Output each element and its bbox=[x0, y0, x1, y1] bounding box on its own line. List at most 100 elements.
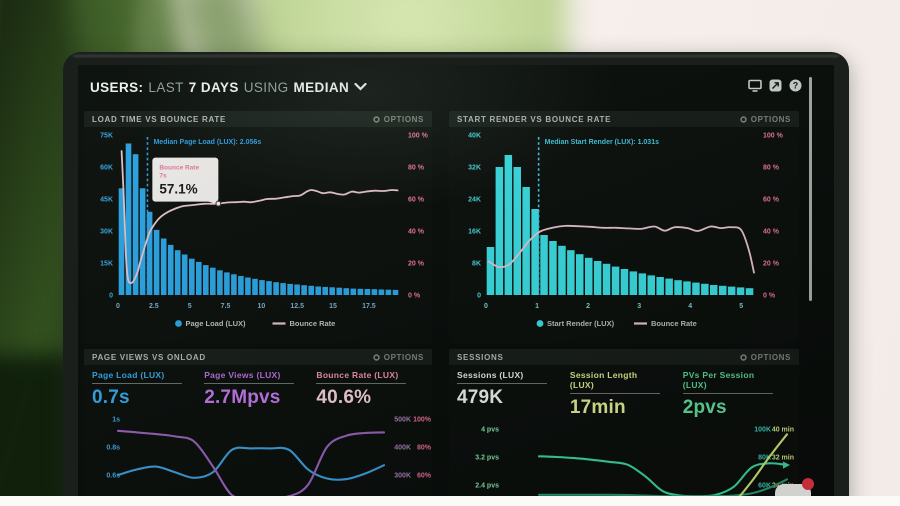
svg-text:20 %: 20 % bbox=[408, 261, 425, 268]
dashboard-header: USERS: LAST 7 DAYS USING MEDIAN bbox=[78, 73, 834, 101]
svg-text:20 %: 20 % bbox=[763, 261, 780, 268]
bars bbox=[486, 155, 754, 295]
svg-text:60%: 60% bbox=[417, 473, 432, 480]
panel-header: PAGE VIEWS VS ONLOAD OPTIONS bbox=[84, 349, 432, 365]
svg-text:100 %: 100 % bbox=[763, 133, 784, 140]
panel-start-render-vs-bounce-rate: START RENDER VS BOUNCE RATE OPTIONS 40K 3… bbox=[449, 111, 799, 343]
series-line bbox=[116, 446, 386, 481]
svg-text:1s: 1s bbox=[112, 417, 120, 424]
svg-text:2: 2 bbox=[586, 303, 590, 310]
metric-label: Sessions (LUX) bbox=[457, 370, 547, 384]
svg-text:3.2 pvs: 3.2 pvs bbox=[475, 455, 499, 462]
panel-title: LOAD TIME VS BOUNCE RATE bbox=[92, 114, 226, 124]
svg-text:10: 10 bbox=[257, 303, 265, 310]
axis-rows: 4 pvs 100K 40 min 3.2 pvs 80K 32 min 2.4 pvs 60… bbox=[475, 427, 794, 490]
title-segment: 7 DAYS bbox=[188, 79, 239, 95]
date-range-dropdown[interactable]: USERS: LAST 7 DAYS USING MEDIAN bbox=[90, 80, 367, 95]
svg-text:40 min: 40 min bbox=[772, 427, 794, 434]
svg-text:5: 5 bbox=[188, 303, 192, 310]
svg-text:30K: 30K bbox=[100, 229, 113, 236]
svg-text:300K: 300K bbox=[394, 473, 411, 480]
svg-text:?: ? bbox=[793, 80, 799, 90]
x-axis: 0 2.5 5 7.5 10 12.5 15 17.5 bbox=[116, 303, 376, 310]
svg-text:500K: 500K bbox=[394, 417, 411, 424]
svg-text:8K: 8K bbox=[472, 261, 481, 268]
panel-header: SESSIONS OPTIONS bbox=[449, 349, 799, 365]
header-icons: ? bbox=[748, 79, 802, 92]
start-render-chart[interactable]: 40K 32K 24K 16K 8K 0 100 % 80 % 60 % 40 % 20 % 0 % 0… bbox=[449, 127, 799, 343]
svg-text:2.5: 2.5 bbox=[149, 303, 159, 310]
metric-value: 40.6% bbox=[316, 387, 372, 408]
series-line bbox=[116, 429, 386, 499]
series-line bbox=[537, 478, 789, 498]
options-button[interactable]: OPTIONS bbox=[740, 115, 791, 124]
series-line bbox=[537, 455, 789, 498]
svg-text:0.8s: 0.8s bbox=[106, 445, 120, 452]
share-icon[interactable] bbox=[769, 79, 782, 92]
svg-text:24K: 24K bbox=[468, 197, 481, 204]
gear-icon bbox=[373, 353, 380, 361]
svg-text:7s: 7s bbox=[159, 173, 167, 180]
sessions-chart[interactable]: 4 pvs 100K 40 min 3.2 pvs 80K 32 min 2.4 pvs 60… bbox=[449, 419, 799, 506]
svg-text:2.4 pvs: 2.4 pvs bbox=[475, 483, 499, 490]
svg-text:0: 0 bbox=[109, 293, 113, 300]
metric-label: Session Length (LUX) bbox=[569, 370, 660, 394]
title-segment: USERS: bbox=[90, 79, 144, 95]
options-label: OPTIONS bbox=[383, 352, 424, 362]
metric-value: 479K bbox=[457, 387, 504, 408]
panel-page-views-vs-onload: PAGE VIEWS VS ONLOAD OPTIONS Page Load (… bbox=[84, 349, 432, 506]
metric-label: Bounce Rate (LUX) bbox=[316, 370, 407, 384]
metric-pvs-per-session: PVs Per Session (LUX) 2pvs bbox=[682, 370, 796, 419]
svg-text:400K: 400K bbox=[394, 445, 411, 452]
svg-text:Bounce Rate: Bounce Rate bbox=[159, 165, 199, 172]
svg-text:4: 4 bbox=[688, 303, 692, 310]
notification-badge bbox=[802, 478, 814, 490]
metric-page-views: Page Views (LUX) 2.7Mpvs bbox=[204, 370, 316, 409]
scrollbar[interactable] bbox=[809, 77, 812, 301]
svg-text:80K: 80K bbox=[758, 455, 771, 462]
svg-text:80 %: 80 % bbox=[408, 165, 425, 172]
panel-title: START RENDER VS BOUNCE RATE bbox=[457, 114, 612, 124]
metric-label: Page Load (LUX) bbox=[92, 370, 182, 384]
y-axis-left: 75K 60K 45K 30K 15K 0 bbox=[100, 133, 113, 300]
svg-text:32 min: 32 min bbox=[772, 455, 794, 462]
display-icon[interactable] bbox=[748, 79, 762, 92]
title-segment: USING bbox=[243, 79, 289, 95]
gear-icon bbox=[740, 115, 747, 123]
options-label: OPTIONS bbox=[383, 114, 424, 124]
svg-text:60K: 60K bbox=[758, 483, 771, 490]
laptop: USERS: LAST 7 DAYS USING MEDIAN bbox=[63, 52, 849, 506]
metric-page-load: Page Load (LUX) 0.7s bbox=[92, 370, 204, 409]
legend: Start Render (LUX) Bounce Rate bbox=[536, 319, 697, 328]
svg-text:60 %: 60 % bbox=[408, 197, 425, 204]
svg-text:15: 15 bbox=[329, 303, 337, 310]
load-time-chart[interactable]: 75K 60K 45K 30K 15K 0 100 % 80 % 60 % 40 % 20 % 0 %… bbox=[84, 127, 432, 343]
svg-text:100%: 100% bbox=[413, 417, 432, 424]
x-axis: 0 1 2 3 4 5 bbox=[484, 303, 743, 310]
svg-text:Page Load (LUX): Page Load (LUX) bbox=[186, 319, 247, 328]
svg-text:0: 0 bbox=[477, 293, 481, 300]
gear-icon bbox=[373, 115, 380, 123]
metric-session-length: Session Length (LUX) 17min bbox=[569, 370, 683, 419]
panel-load-time-vs-bounce-rate: LOAD TIME VS BOUNCE RATE OPTIONS 75K 60K 4… bbox=[84, 111, 432, 343]
svg-text:12.5: 12.5 bbox=[290, 303, 304, 310]
svg-text:60K: 60K bbox=[100, 165, 113, 172]
svg-text:0 %: 0 % bbox=[408, 293, 421, 300]
legend: Page Load (LUX) Bounce Rate bbox=[175, 319, 335, 328]
options-button[interactable]: OPTIONS bbox=[373, 115, 424, 124]
svg-text:40 %: 40 % bbox=[763, 229, 780, 236]
metrics-row: Page Load (LUX) 0.7s Page Views (LUX) 2.… bbox=[84, 365, 432, 409]
svg-text:17.5: 17.5 bbox=[362, 303, 376, 310]
dashboard-screen: USERS: LAST 7 DAYS USING MEDIAN bbox=[78, 65, 834, 506]
options-button[interactable]: OPTIONS bbox=[740, 353, 791, 362]
options-button[interactable]: OPTIONS bbox=[373, 353, 424, 362]
gear-icon bbox=[740, 353, 747, 361]
svg-text:1: 1 bbox=[535, 303, 539, 310]
help-icon[interactable]: ? bbox=[789, 79, 802, 92]
series-end-marker bbox=[783, 461, 790, 469]
svg-text:Start Render (LUX): Start Render (LUX) bbox=[547, 319, 615, 328]
metric-label: Page Views (LUX) bbox=[204, 370, 295, 384]
svg-text:Median Start Render (LUX): 1.0: Median Start Render (LUX): 1.031s bbox=[545, 139, 659, 146]
page-views-onload-chart[interactable]: 1s 500K 100%0.8s 400K 80%0.6s 300K 60% bbox=[84, 409, 432, 506]
